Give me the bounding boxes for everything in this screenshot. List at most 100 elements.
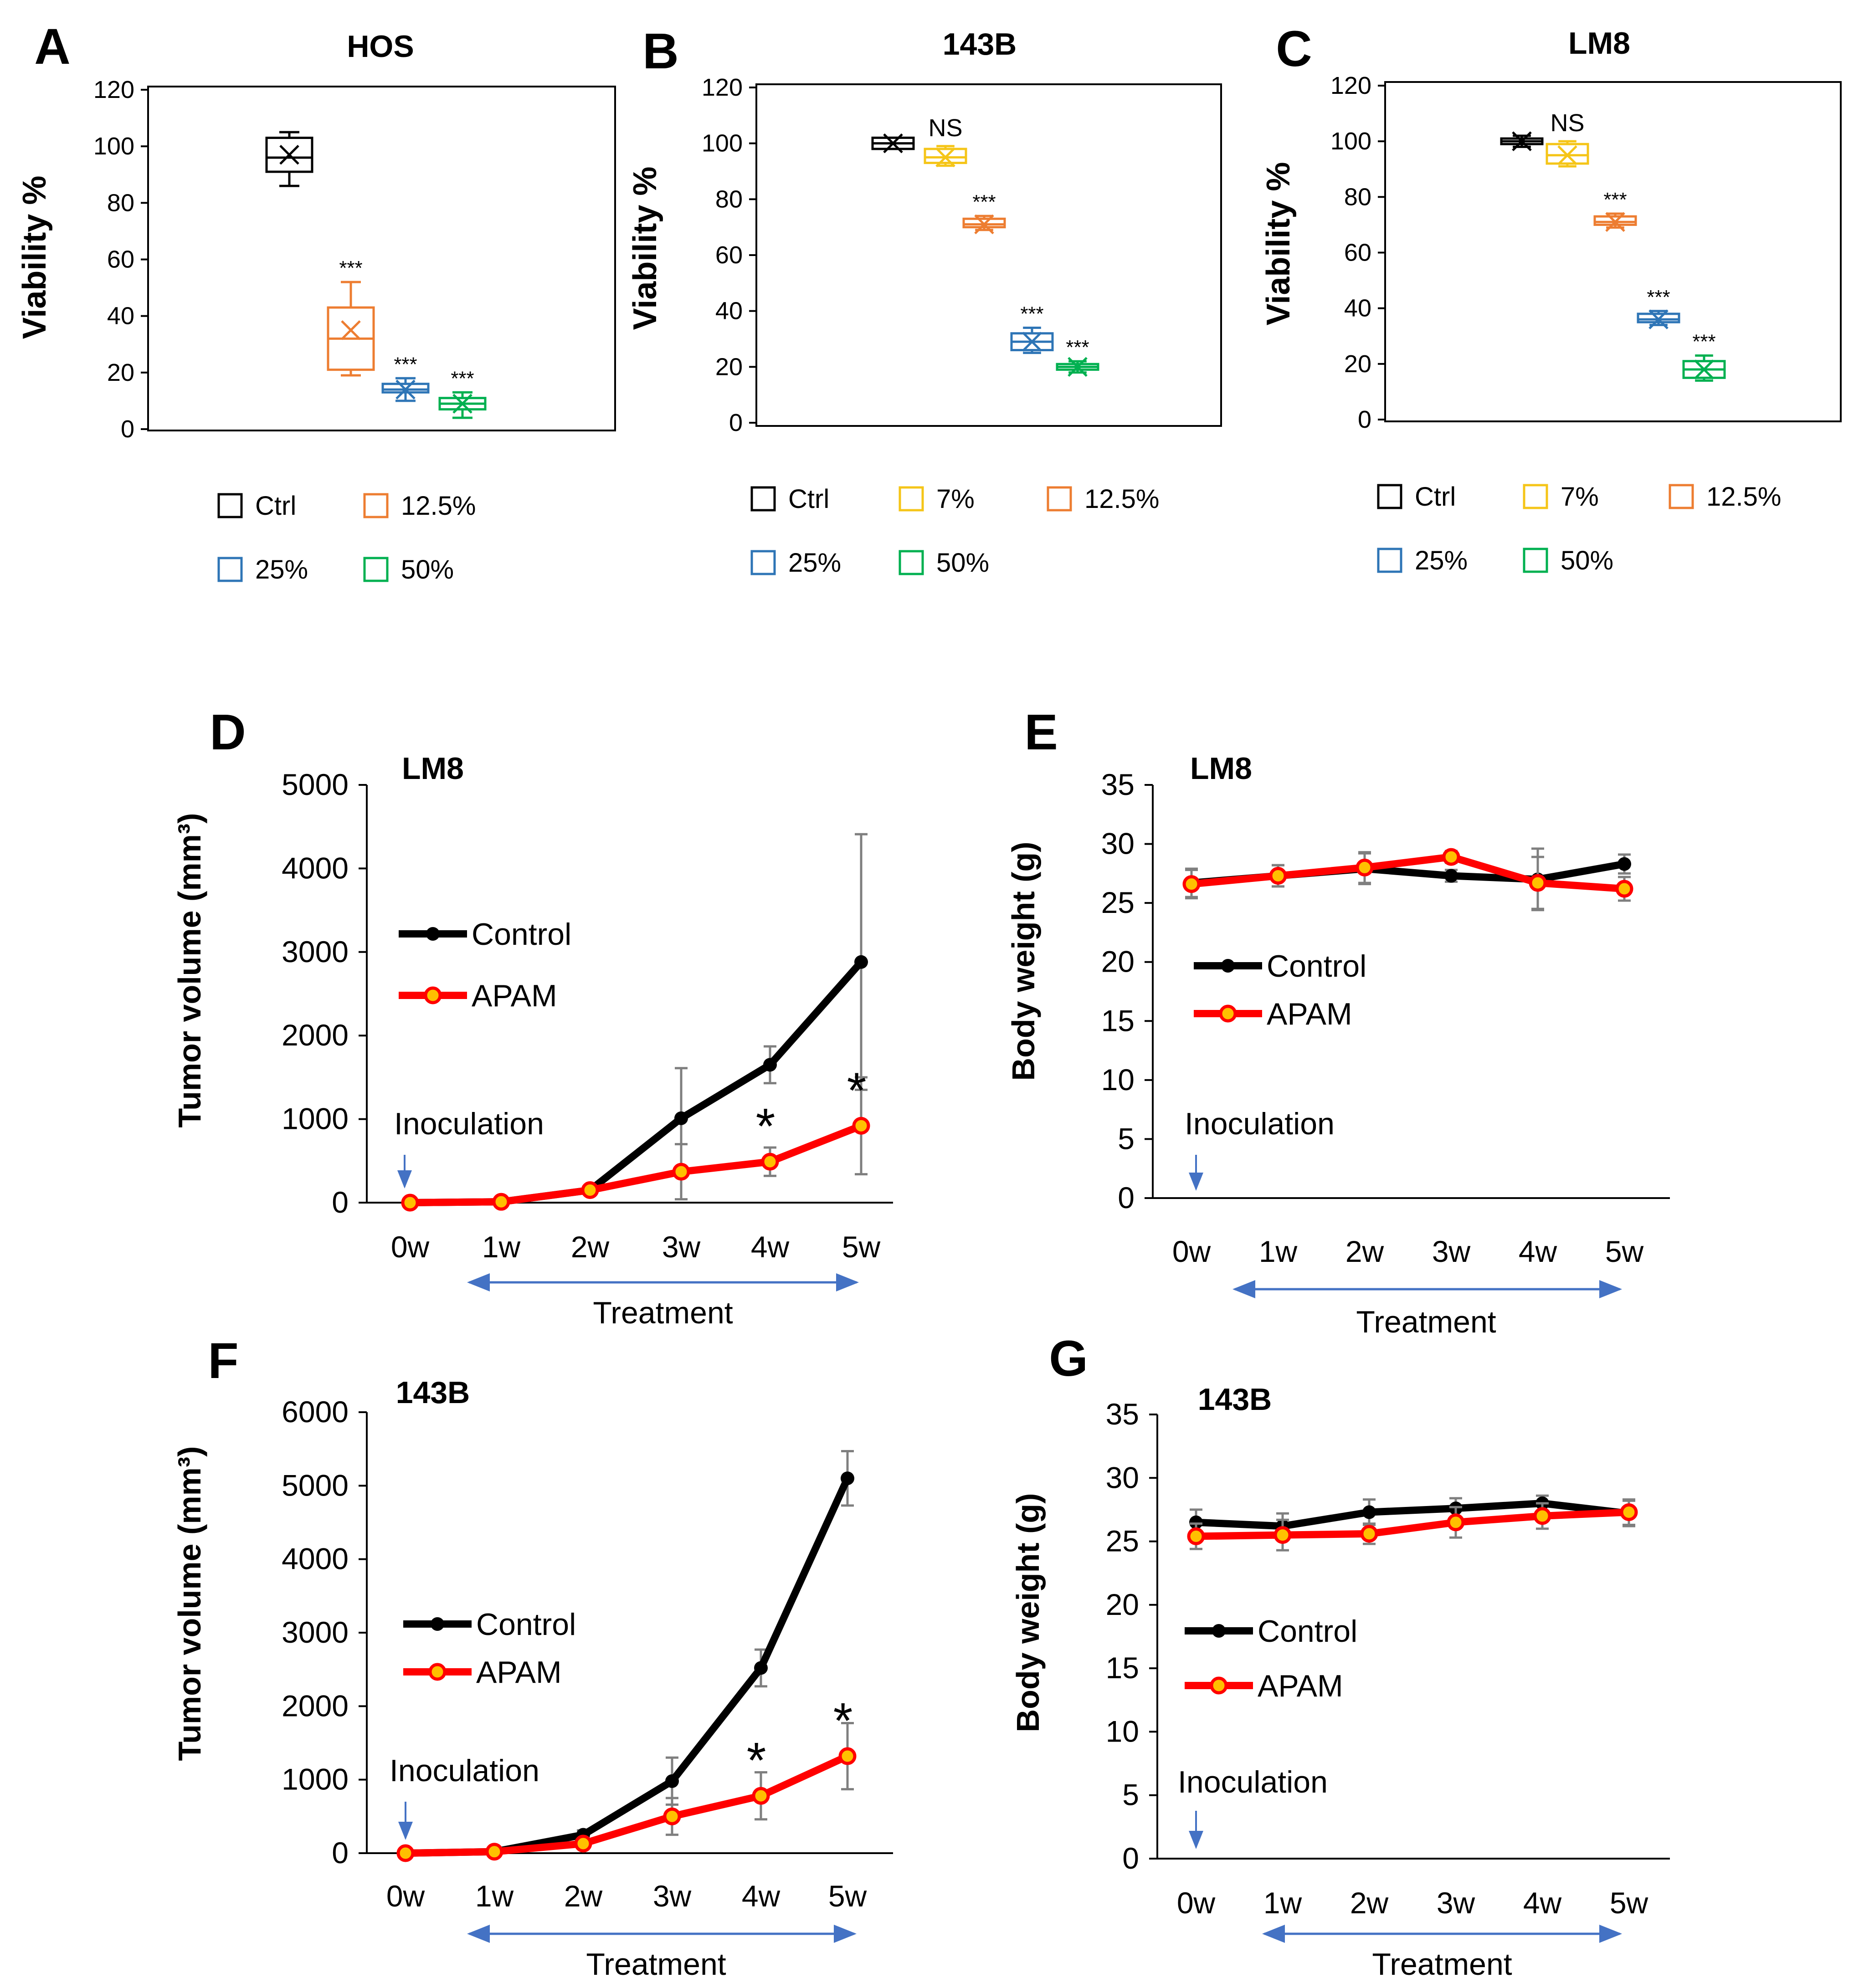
y-tick-label: 20 <box>1344 350 1371 378</box>
y-axis-label: Body weight (g) <box>1006 842 1041 1081</box>
data-point <box>754 1661 768 1675</box>
inoculation-label: Inoculation <box>394 1107 544 1141</box>
y-tick-label: 20 <box>715 353 743 380</box>
data-point <box>1620 1503 1638 1521</box>
legend-label: Control <box>476 1607 576 1642</box>
y-tick-label: 10 <box>1101 1063 1135 1096</box>
data-point <box>672 1163 690 1181</box>
legend-marker <box>431 1617 444 1631</box>
significance-label: *** <box>1020 302 1043 325</box>
mean-marker <box>1068 357 1088 377</box>
chart-title: LM8 <box>1190 751 1252 786</box>
chart-title: LM8 <box>402 751 464 786</box>
panel-F: F 143B Tumor volume (mm³) 0 1000 2000 3000 4000… <box>172 1333 893 1982</box>
data-point <box>761 1153 779 1171</box>
x-tick-label: 4w <box>1523 1886 1562 1920</box>
y-tick-label: 80 <box>1344 183 1371 210</box>
legend-label: 50% <box>401 555 454 584</box>
x-tick-label: 3w <box>1432 1235 1471 1268</box>
legend-label: APAM <box>1258 1669 1343 1703</box>
y-tick-label: 5000 <box>282 1468 349 1502</box>
significance-label: NS <box>1550 109 1584 137</box>
y-tick-label: 120 <box>702 74 743 101</box>
box-Ctrl <box>871 133 915 154</box>
x-tick-label: 0w <box>391 1230 430 1264</box>
legend-swatch <box>899 486 924 512</box>
series-APAM <box>1187 1498 1638 1552</box>
series-line <box>406 1122 865 1206</box>
legend-marker <box>428 1663 447 1681</box>
inoculation-label: Inoculation <box>1185 1107 1335 1141</box>
y-tick-label: 35 <box>1101 768 1135 801</box>
series-line <box>402 1752 851 1857</box>
mean-marker <box>395 379 416 400</box>
mean-marker <box>1022 332 1042 352</box>
x-tick-label: 1w <box>1263 1886 1302 1920</box>
data-point <box>396 1844 415 1862</box>
data-point <box>1447 1513 1465 1532</box>
significance-label: *** <box>451 367 474 389</box>
data-point <box>838 1747 857 1765</box>
y-tick-label: 5 <box>1122 1778 1139 1812</box>
y-axis-label: Viability % <box>16 176 53 339</box>
y-tick-label: 15 <box>1101 1004 1135 1037</box>
mean-marker <box>1512 131 1532 151</box>
y-tick-label: 60 <box>107 246 134 273</box>
y-tick-label: 80 <box>107 189 134 216</box>
legend-marker <box>1221 959 1235 973</box>
box-7%: NS <box>924 114 967 168</box>
box-25%: *** <box>1637 286 1680 329</box>
legend-label: APAM <box>476 1655 562 1690</box>
significance-label: *** <box>1647 286 1670 308</box>
legend-label: Ctrl <box>255 491 296 521</box>
significance-star: * <box>847 1062 867 1118</box>
data-point <box>674 1111 688 1125</box>
mean-marker <box>935 147 955 168</box>
data-point <box>1189 1515 1203 1529</box>
box-25%: *** <box>381 353 430 402</box>
mean-marker <box>883 133 903 154</box>
x-tick-label: 2w <box>564 1879 603 1913</box>
chart-title: LM8 <box>1568 26 1630 61</box>
box-7%: NS <box>1546 109 1589 168</box>
x-tick-label: 5w <box>1610 1886 1648 1920</box>
mean-marker <box>452 394 472 414</box>
legend-swatch <box>363 557 389 582</box>
inoculation-label: Inoculation <box>1178 1765 1328 1799</box>
box-25%: *** <box>1010 302 1054 354</box>
data-point <box>581 1181 599 1199</box>
legend-label: 25% <box>255 555 308 584</box>
data-point <box>492 1193 510 1211</box>
legend-swatch <box>899 550 924 575</box>
x-tick-label: 4w <box>751 1230 790 1264</box>
legend-label: 25% <box>788 548 841 578</box>
y-tick-label: 120 <box>1330 72 1371 99</box>
y-axis-label: Viability % <box>1260 162 1297 326</box>
series-line <box>1188 853 1628 893</box>
box-12.5%: *** <box>962 191 1006 235</box>
chart-title: 143B <box>396 1375 470 1410</box>
significance-label: *** <box>1692 331 1715 353</box>
data-point <box>574 1834 592 1853</box>
y-tick-label: 0 <box>332 1185 349 1219</box>
y-tick-label: 1000 <box>282 1102 349 1136</box>
panel-B: B 143B Viability % 0 20 40 60 80 100 120 NS *** *** *… <box>627 23 1222 578</box>
legend-swatch <box>217 557 243 582</box>
x-tick-label: 1w <box>475 1879 514 1913</box>
significance-label: *** <box>394 353 417 375</box>
box-50%: *** <box>438 367 487 419</box>
panel-label: D <box>210 704 246 760</box>
legend-marker <box>426 927 440 941</box>
y-tick-label: 30 <box>1101 827 1135 861</box>
y-tick-label: 1000 <box>282 1763 349 1796</box>
x-tick-label: 0w <box>1177 1886 1216 1920</box>
legend-label: 50% <box>936 548 989 578</box>
y-tick-label: 40 <box>1344 295 1371 322</box>
legend-label: 12.5% <box>1706 482 1781 512</box>
legend-swatch <box>750 486 776 512</box>
y-tick-label: 0 <box>729 409 743 436</box>
box-Ctrl <box>1500 131 1544 151</box>
significance-label: *** <box>339 257 362 279</box>
data-point <box>1187 1527 1205 1545</box>
legend-label: Control <box>1258 1614 1357 1649</box>
